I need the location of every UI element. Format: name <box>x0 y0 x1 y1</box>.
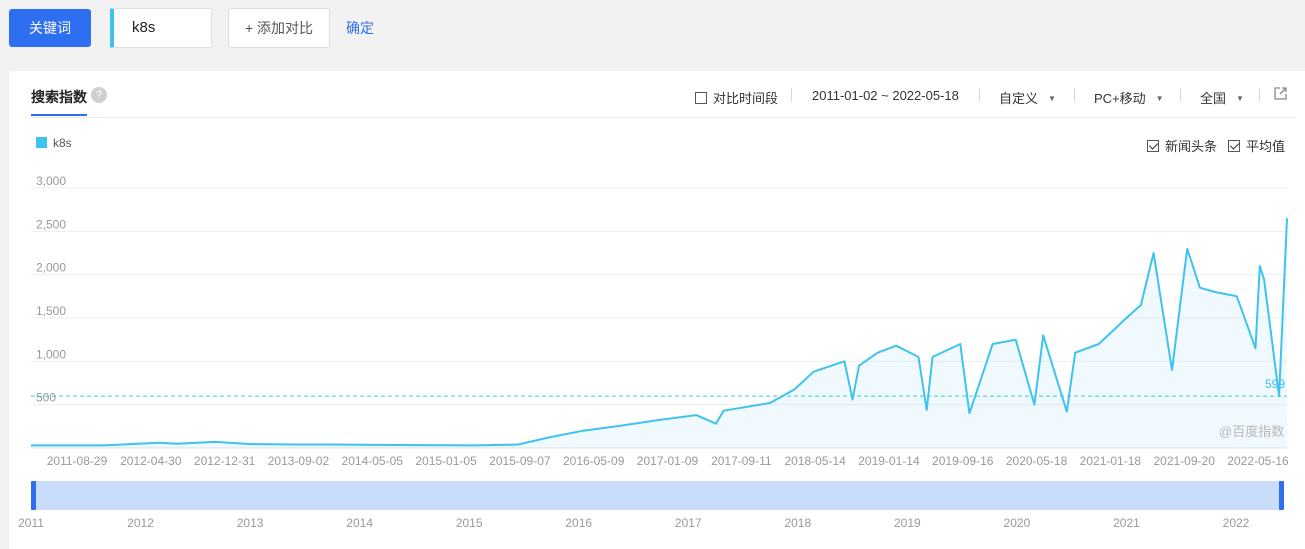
separator <box>791 88 792 102</box>
x-tick-label: 2015-01-05 <box>415 454 477 468</box>
x-tick-label: 2017-01-09 <box>637 454 699 468</box>
device-dropdown[interactable]: PC+移动 ▼ <box>1094 88 1164 107</box>
average-toggle[interactable]: 平均值 <box>1228 136 1285 155</box>
chart-legend[interactable]: k8s <box>36 136 72 150</box>
help-icon[interactable]: ? <box>91 87 107 103</box>
x-tick-label: 2012-12-31 <box>194 454 256 468</box>
range-handle-right <box>1279 481 1284 510</box>
navigator-year-label: 2013 <box>237 516 264 530</box>
keyword-button[interactable]: 关键词 <box>9 9 91 47</box>
compare-period-toggle[interactable]: 对比时间段 <box>695 88 778 107</box>
news-headline-toggle[interactable]: 新闻头条 <box>1147 136 1217 155</box>
y-tick-label: 2,000 <box>36 261 66 275</box>
header-divider <box>31 117 1295 118</box>
region-dropdown[interactable]: 全国 ▼ <box>1200 88 1244 107</box>
date-range-selector[interactable]: 2011-01-02 ~ 2022-05-18 <box>812 88 959 103</box>
navigator-year-label: 2017 <box>675 516 702 530</box>
chevron-down-icon: ▼ <box>1048 94 1056 103</box>
average-label: 平均值 <box>1246 139 1286 154</box>
x-tick-label: 2022-05-16 <box>1227 454 1289 468</box>
x-tick-label: 2021-01-18 <box>1080 454 1142 468</box>
x-tick-label: 2019-09-16 <box>932 454 994 468</box>
navigator-year-label: 2018 <box>784 516 811 530</box>
x-tick-label: 2013-09-02 <box>268 454 330 468</box>
navigator-year-label: 2014 <box>346 516 373 530</box>
navigator-year-label: 2020 <box>1004 516 1031 530</box>
x-tick-label: 2014-05-05 <box>342 454 404 468</box>
series-area <box>31 218 1287 448</box>
x-tick-label: 2021-09-20 <box>1153 454 1215 468</box>
navigator-year-label: 2011 <box>18 516 44 530</box>
average-value-label: 599 <box>1265 377 1285 391</box>
series-line-k8s <box>31 218 1288 447</box>
x-tick-label: 2020-05-18 <box>1006 454 1068 468</box>
x-tick-label: 2018-05-14 <box>784 454 846 468</box>
compare-period-label: 对比时间段 <box>713 91 779 106</box>
navigator-year-label: 2016 <box>565 516 592 530</box>
y-tick-label: 1,500 <box>36 304 66 318</box>
separator <box>1074 88 1075 102</box>
y-tick-label: 2,500 <box>36 217 66 231</box>
x-tick-label: 2015-09-07 <box>489 454 551 468</box>
range-navigator <box>31 481 1284 510</box>
watermark: @百度指数 <box>1219 424 1284 439</box>
y-tick-label: 1,000 <box>36 347 66 361</box>
confirm-link[interactable]: 确定 <box>346 20 374 36</box>
device-label: PC+移动 <box>1094 91 1146 106</box>
separator <box>1259 88 1260 102</box>
keyword-input[interactable]: k8s <box>110 8 212 48</box>
range-handle-left <box>31 481 36 510</box>
navigator-year-label: 2019 <box>894 516 921 530</box>
navigator-year-label: 2012 <box>127 516 154 530</box>
tab-active-indicator <box>31 114 87 116</box>
x-tick-label: 2017-09-11 <box>711 454 772 468</box>
news-headline-label: 新闻头条 <box>1165 139 1218 154</box>
x-tick-label: 2012-04-30 <box>120 454 182 468</box>
average-checkbox[interactable] <box>1228 140 1240 152</box>
custom-range-label: 自定义 <box>999 91 1039 106</box>
y-tick-label: 500 <box>36 391 56 405</box>
external-link-icon[interactable] <box>1273 86 1288 101</box>
navigator-year-label: 2015 <box>456 516 483 530</box>
compare-period-checkbox[interactable] <box>695 92 707 104</box>
add-compare-button[interactable]: + 添加对比 <box>228 8 330 48</box>
chevron-down-icon: ▼ <box>1236 94 1244 103</box>
legend-label: k8s <box>53 136 72 150</box>
navigator-year-label: 2021 <box>1113 516 1140 530</box>
navigator-year-label: 2022 <box>1223 516 1250 530</box>
x-tick-label: 2016-05-09 <box>563 454 625 468</box>
news-headline-checkbox[interactable] <box>1147 140 1159 152</box>
y-tick-label: 3,000 <box>36 174 66 188</box>
search-index-panel: 搜索指数 ? 对比时间段 2011-01-02 ~ 2022-05-18 自定义… <box>9 71 1305 549</box>
chevron-down-icon: ▼ <box>1155 94 1164 103</box>
legend-swatch <box>36 137 47 148</box>
tab-search-index[interactable]: 搜索指数 <box>31 89 87 105</box>
x-tick-label: 2019-01-14 <box>858 454 920 468</box>
region-label: 全国 <box>1200 91 1227 106</box>
keyword-toolbar: 关键词 k8s + 添加对比 确定 <box>0 0 1305 70</box>
x-tick-label: 2011-08-29 <box>47 454 108 468</box>
custom-range-dropdown[interactable]: 自定义 ▼ <box>999 88 1056 107</box>
separator <box>1180 88 1181 102</box>
separator <box>979 88 980 102</box>
